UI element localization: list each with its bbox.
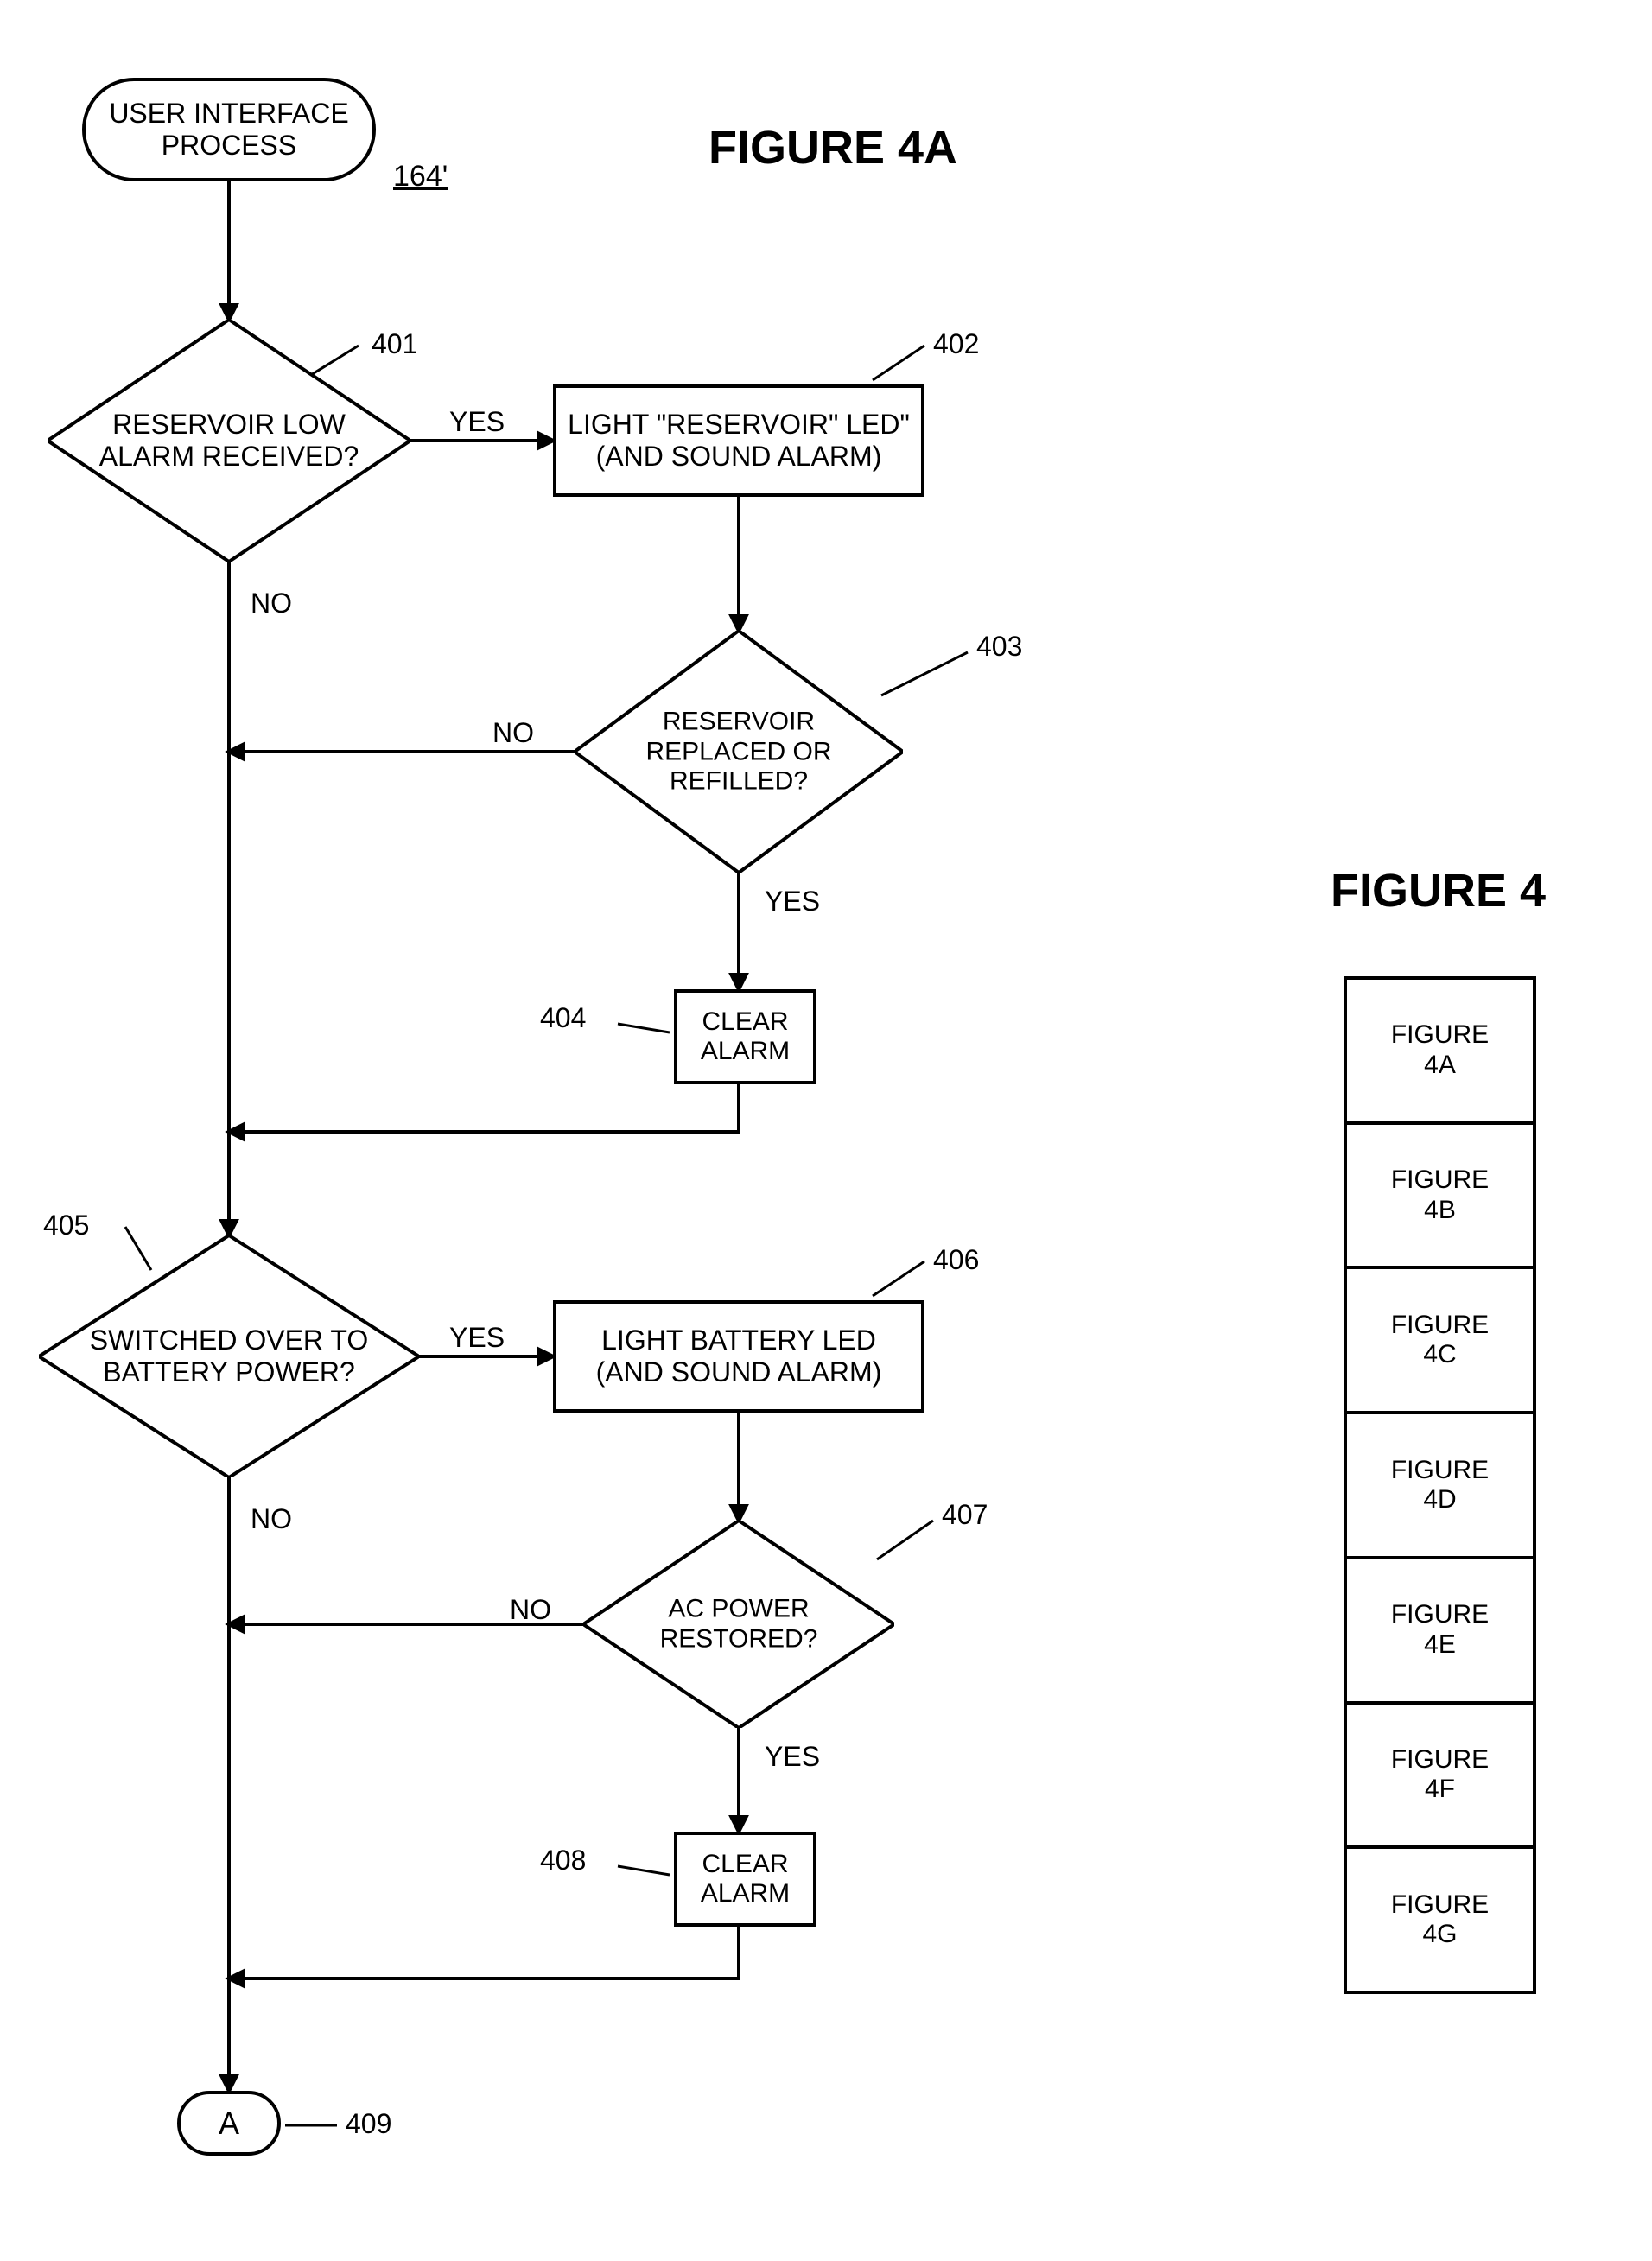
ref-label-r404: 404 xyxy=(540,1002,586,1034)
figure-index-cell: FIGURE 4E xyxy=(1347,1559,1533,1705)
figure-index-table: FIGURE 4AFIGURE 4BFIGURE 4CFIGURE 4DFIGU… xyxy=(1344,976,1536,1994)
ref-label-r408: 408 xyxy=(540,1845,586,1877)
ref-label-r164: 164' xyxy=(393,160,448,194)
edge-label-yes407: YES xyxy=(765,1741,820,1773)
edge-label-no405: NO xyxy=(251,1503,292,1535)
flow-process-p402: LIGHT "RESERVOIR" LED" (AND SOUND ALARM) xyxy=(553,384,924,497)
flow-process-p404: CLEAR ALARM xyxy=(674,989,816,1084)
ref-label-r402: 402 xyxy=(933,328,979,360)
flow-edge xyxy=(229,1927,739,1978)
edge-label-yes401: YES xyxy=(449,406,505,438)
figure-index-cell: FIGURE 4A xyxy=(1347,980,1533,1125)
flow-decision-d405: SWITCHED OVER TO BATTERY POWER? xyxy=(39,1235,419,1477)
callout-line xyxy=(873,346,924,380)
ref-label-r407: 407 xyxy=(942,1499,988,1531)
figure-index-cell: FIGURE 4B xyxy=(1347,1125,1533,1270)
edge-label-no407: NO xyxy=(510,1594,551,1626)
figure-index-cell: FIGURE 4C xyxy=(1347,1269,1533,1414)
edge-label-yes403: YES xyxy=(765,886,820,918)
flow-decision-d403: RESERVOIR REPLACED OR REFILLED? xyxy=(575,631,903,873)
flow-decision-d407: AC POWER RESTORED? xyxy=(583,1521,894,1728)
decision-label: AC POWER RESTORED? xyxy=(599,1595,879,1654)
edge-label-no401: NO xyxy=(251,587,292,619)
ref-label-r403: 403 xyxy=(976,631,1022,663)
ref-label-r409: 409 xyxy=(346,2108,391,2140)
ref-label-r401: 401 xyxy=(372,328,417,360)
flow-decision-d401: RESERVOIR LOW ALARM RECEIVED? xyxy=(48,320,410,562)
decision-label: SWITCHED OVER TO BATTERY POWER? xyxy=(58,1324,400,1388)
figure-title-fig4: FIGURE 4 xyxy=(1331,864,1546,918)
flow-terminator-endA: A xyxy=(177,2091,281,2156)
ref-label-r405: 405 xyxy=(43,1210,89,1242)
ref-label-r406: 406 xyxy=(933,1244,979,1276)
edge-label-yes405: YES xyxy=(449,1322,505,1354)
figure-index-cell: FIGURE 4G xyxy=(1347,1849,1533,1991)
figure-title-fig4a: FIGURE 4A xyxy=(708,121,957,175)
decision-label: RESERVOIR REPLACED OR REFILLED? xyxy=(591,707,886,797)
figure-index-cell: FIGURE 4F xyxy=(1347,1705,1533,1850)
callout-line xyxy=(618,1024,670,1032)
flow-edge xyxy=(229,1084,739,1132)
decision-label: RESERVOIR LOW ALARM RECEIVED? xyxy=(66,409,392,473)
callout-line xyxy=(618,1866,670,1875)
flow-process-p408: CLEAR ALARM xyxy=(674,1832,816,1927)
flow-process-p406: LIGHT BATTERY LED (AND SOUND ALARM) xyxy=(553,1300,924,1413)
diagram-canvas: USER INTERFACE PROCESS RESERVOIR LOW ALAR… xyxy=(0,0,1652,2261)
flow-terminator-start: USER INTERFACE PROCESS xyxy=(82,78,376,181)
figure-index-cell: FIGURE 4D xyxy=(1347,1414,1533,1559)
callout-line xyxy=(873,1261,924,1296)
edge-label-no403: NO xyxy=(492,717,534,749)
